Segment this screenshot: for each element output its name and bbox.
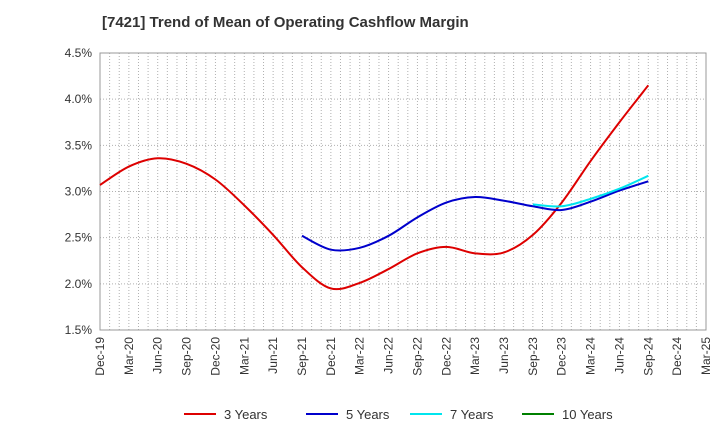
series-line-7-years (532, 174, 649, 208)
x-tick-label: Sep-21 (295, 337, 309, 376)
x-tick-label: Jun-24 (612, 337, 626, 374)
series-line-5-years (301, 180, 649, 252)
x-tick-label: Jun-21 (266, 337, 280, 374)
x-tick-label: Sep-24 (641, 337, 655, 376)
x-tick-label: Sep-23 (526, 337, 540, 376)
x-tick-label: Dec-22 (439, 337, 453, 376)
x-tick-label: Sep-22 (410, 337, 424, 376)
legend-label-3-years: 3 Years (224, 407, 268, 422)
plot-border (99, 52, 707, 331)
x-tick-label: Mar-22 (353, 337, 367, 375)
y-tick-label: 2.5% (65, 231, 93, 245)
x-tick-label: Dec-23 (555, 337, 569, 376)
x-tick-label: Mar-21 (237, 337, 251, 375)
y-tick-label: 4.5% (65, 46, 93, 60)
chart-title: [7421] Trend of Mean of Operating Cashfl… (102, 14, 469, 31)
x-tick-label: Mar-20 (122, 337, 136, 375)
x-tick-label: Dec-20 (208, 337, 222, 376)
x-tick-label: Dec-24 (670, 337, 684, 376)
y-tick-label: 1.5% (65, 323, 93, 337)
legend-label-10-years: 10 Years (562, 407, 613, 422)
x-tick-label: Dec-21 (324, 337, 338, 376)
x-tick-label: Mar-23 (468, 337, 482, 375)
y-tick-label: 3.0% (65, 185, 93, 199)
x-tick-label: Sep-20 (180, 337, 194, 376)
x-tick-label: Dec-19 (93, 337, 107, 376)
x-tick-label: Jun-20 (151, 337, 165, 374)
y-tick-label: 3.5% (65, 138, 93, 152)
legend-label-5-years: 5 Years (346, 407, 390, 422)
x-tick-label: Jun-23 (497, 337, 511, 374)
y-tick-label: 2.0% (65, 277, 93, 291)
x-tick-label: Mar-25 (699, 337, 713, 375)
legend-label-7-years: 7 Years (450, 407, 494, 422)
y-tick-label: 4.0% (65, 92, 93, 106)
x-tick-label: Mar-24 (584, 337, 598, 375)
x-tick-label: Jun-22 (382, 337, 396, 374)
